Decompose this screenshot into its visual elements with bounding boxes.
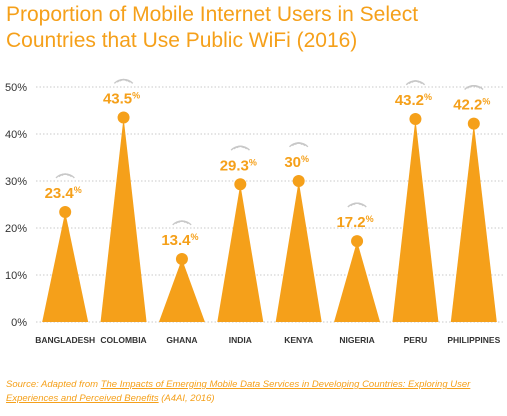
x-tick-label: PHILIPPINES [447, 335, 500, 345]
wifi-arc [464, 85, 484, 91]
bar [217, 184, 264, 322]
chart-title-line-2: Countries that Use Public WiFi (2016) [6, 29, 358, 52]
y-tick-label: 30% [5, 176, 27, 188]
bar-group: 42.2% [450, 84, 497, 322]
x-axis-labels: BANGLADESH COLOMBIA GHANA INDIA KENYA NIGERIA… [35, 335, 500, 345]
x-tick-label: INDIA [229, 335, 252, 345]
bars: 23.4% 43.5% 13.4% 29.3% 30% 17.2% 43.2% 42.2% [42, 78, 497, 323]
bar [334, 241, 381, 322]
bar [450, 123, 497, 322]
bar [158, 259, 205, 322]
bar-top-dot [175, 253, 188, 266]
wifi-icon [55, 173, 75, 179]
wifi-arc [230, 145, 250, 151]
wifi-icon [405, 80, 426, 86]
wifi-arc [347, 202, 367, 208]
y-tick-label: 10% [5, 270, 27, 282]
data-label: 13.4% [161, 232, 198, 249]
y-tick-label: 50% [5, 82, 27, 94]
x-tick-label: KENYA [284, 335, 313, 345]
data-label: 23.4% [45, 185, 82, 202]
y-tick-label: 20% [5, 223, 27, 235]
x-tick-label: BANGLADESH [35, 335, 95, 345]
x-tick-label: NIGERIA [339, 335, 374, 345]
data-label: 30% [284, 154, 309, 171]
y-tick-label: 40% [5, 129, 27, 141]
bar-group: 29.3% [217, 145, 264, 322]
bar [100, 117, 147, 322]
wifi-arc [172, 220, 192, 226]
wifi-icon [347, 202, 367, 208]
wifi-arc [405, 80, 426, 86]
bar-top-dot [409, 112, 422, 125]
bar-group: 23.4% [42, 173, 89, 322]
wifi-icon [172, 220, 192, 226]
wifi-icon [289, 142, 309, 148]
wifi-arc [113, 78, 134, 84]
wifi-arc [55, 173, 75, 179]
wifi-icon [464, 84, 484, 91]
y-axis-ticks: 0% 10% 20% 30% 40% 50% [5, 82, 27, 329]
bar-group: 43.5% [100, 78, 147, 322]
data-label: 29.3% [220, 157, 257, 174]
source-work-title: The Impacts of Emerging Mobile Data Serv… [6, 379, 471, 404]
bar-top-dot [117, 111, 130, 124]
data-label: 43.5% [103, 91, 140, 108]
data-label: 17.2% [336, 214, 373, 231]
bar-top-dot [292, 175, 305, 187]
y-tick-label: 0% [11, 317, 27, 329]
source-note: Source: Adapted from The Impacts of Emer… [6, 378, 501, 406]
data-label: 42.2% [453, 97, 490, 114]
bar-top-dot [351, 235, 364, 248]
source-suffix: (A4AI, 2016) [158, 393, 215, 404]
bar-group: 17.2% [334, 202, 381, 322]
chart-title: Proportion of Mobile Internet Users in S… [6, 2, 501, 54]
bar [392, 118, 439, 323]
bar-group: 30% [275, 142, 322, 322]
data-label: 43.2% [395, 92, 432, 109]
wifi-arc [289, 142, 309, 148]
x-tick-label: COLOMBIA [100, 335, 146, 345]
x-tick-label: GHANA [166, 335, 197, 345]
bar-top-dot [59, 206, 72, 219]
bar-group: 13.4% [158, 220, 205, 322]
chart-title-line-1: Proportion of Mobile Internet Users in S… [6, 3, 419, 26]
x-tick-label: PERU [404, 335, 428, 345]
source-prefix: Source: Adapted from [6, 379, 101, 390]
bar [275, 181, 322, 322]
wifi-icon [113, 78, 134, 84]
bar-top-dot [234, 178, 247, 191]
bar-group: 43.2% [392, 80, 439, 323]
wifi-icon [230, 145, 250, 151]
bar-top-dot [467, 117, 480, 130]
bar [42, 212, 89, 322]
